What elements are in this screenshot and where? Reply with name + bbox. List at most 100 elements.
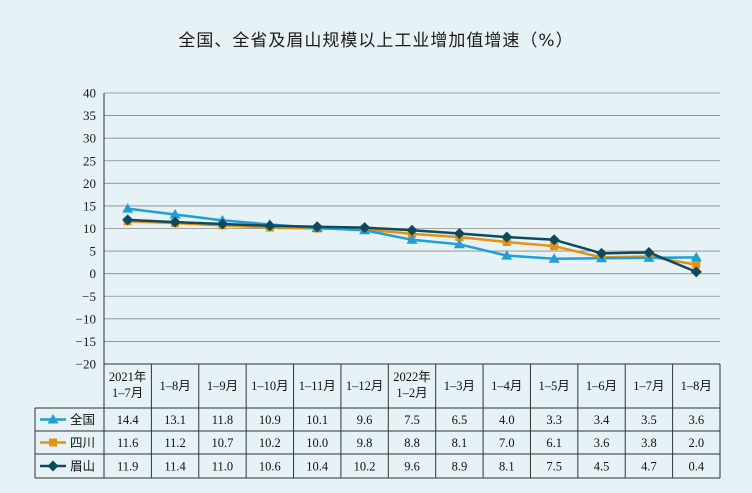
data-label: 4.7 [641, 460, 657, 474]
data-label: 10.2 [259, 436, 281, 450]
x-tick-label: 1–7月 [112, 386, 143, 400]
data-point [216, 218, 228, 230]
y-tick-label: 10 [83, 221, 96, 236]
data-point [311, 221, 323, 233]
data-point [550, 242, 559, 251]
data-label: 7.5 [546, 460, 562, 474]
data-label: 10.9 [259, 413, 281, 427]
data-label: 6.5 [452, 413, 468, 427]
data-label: 11.0 [212, 460, 233, 474]
data-label: 6.1 [546, 436, 562, 450]
data-label: 10.7 [212, 436, 234, 450]
data-table: 2021年 1–7月 1–8月 1–9月 1–10月 1–11月 1–12月 2022年 1–2… [34, 363, 721, 479]
gridlines [104, 92, 720, 365]
x-tick-label: 1–2月 [396, 386, 427, 400]
data-point [548, 234, 560, 246]
y-tick-label: −15 [76, 334, 96, 349]
x-tick-label: 1–8月 [681, 379, 712, 393]
y-tick-label: 30 [83, 131, 96, 146]
data-label: 14.4 [117, 413, 140, 427]
data-label: 11.9 [117, 460, 138, 474]
x-tick-label: 1–9月 [207, 379, 238, 393]
data-point [169, 216, 181, 228]
data-point [692, 260, 701, 269]
y-tick-label: 0 [90, 266, 97, 281]
data-label: 9.6 [357, 413, 373, 427]
data-label: 3.3 [546, 413, 562, 427]
data-label: 7.5 [404, 413, 420, 427]
legend-marker [47, 460, 59, 472]
data-label: 11.2 [164, 436, 185, 450]
y-tick-label: 35 [83, 108, 96, 123]
data-point [453, 227, 465, 239]
y-tick-label: 15 [83, 198, 96, 213]
data-label: 4.0 [499, 413, 515, 427]
x-tick-label: 1–3月 [444, 379, 475, 393]
y-axis: −20 −15 −10 −5 0 5 10 15 20 25 30 35 40 [76, 86, 105, 372]
data-label: 4.5 [594, 460, 610, 474]
data-label: 0.4 [688, 460, 704, 474]
data-point [406, 224, 418, 236]
legend-marker [47, 414, 59, 424]
x-tick-label: 1–8月 [159, 379, 190, 393]
x-tick-label: 2021年 [109, 370, 147, 384]
y-tick-label: 40 [83, 86, 96, 101]
legend-label: 眉山 [70, 459, 95, 474]
x-tick-label: 1–12月 [346, 379, 384, 393]
data-point [453, 238, 465, 249]
plot-area [122, 203, 702, 278]
data-point [359, 222, 371, 234]
data-label: 10.4 [306, 460, 329, 474]
legend-label: 四川 [70, 435, 95, 450]
data-label: 7.0 [499, 436, 515, 450]
x-tick-label: 1–4月 [491, 379, 522, 393]
y-tick-label: 25 [83, 153, 96, 168]
legend-marker [49, 438, 57, 447]
data-label: 9.6 [404, 460, 420, 474]
data-label: 10.1 [306, 413, 328, 427]
data-label: 13.1 [164, 413, 186, 427]
data-label: 8.8 [404, 436, 420, 450]
data-point [690, 251, 702, 262]
data-label: 9.8 [357, 436, 373, 450]
data-label: 3.4 [594, 413, 610, 427]
data-label: 8.1 [499, 460, 515, 474]
legend-label: 全国 [70, 412, 95, 427]
data-label: 10.2 [354, 460, 376, 474]
data-label: 3.8 [641, 436, 657, 450]
chart-title: 全国、全省及眉山规模以上工业增加值增速（%） [178, 31, 573, 51]
data-label: 11.6 [117, 436, 138, 450]
y-tick-label: −10 [76, 311, 96, 326]
data-point [169, 208, 181, 219]
data-label: 3.6 [594, 436, 610, 450]
y-tick-label: 20 [83, 176, 96, 191]
x-tick-label: 1–11月 [299, 379, 336, 393]
data-point [264, 220, 276, 232]
data-label: 8.1 [452, 436, 468, 450]
data-point [501, 250, 513, 260]
x-tick-label: 1–10月 [251, 379, 289, 393]
data-label: 11.8 [212, 413, 233, 427]
data-label: 8.9 [452, 460, 468, 474]
data-point [122, 214, 134, 226]
data-point [501, 231, 513, 243]
data-point [406, 234, 418, 244]
data-label: 3.5 [641, 413, 657, 427]
x-tick-label: 1–5月 [539, 379, 570, 393]
data-label: 10.6 [259, 460, 281, 474]
data-label: 10.0 [306, 436, 328, 450]
y-tick-label: 5 [90, 244, 97, 259]
y-tick-label: −5 [82, 289, 96, 304]
data-label: 11.4 [164, 460, 186, 474]
data-point [643, 246, 655, 258]
data-point [122, 203, 134, 213]
data-label: 2.0 [688, 436, 704, 450]
data-point [596, 247, 608, 259]
data-point [690, 266, 702, 278]
data-point [548, 253, 560, 263]
x-tick-label: 1–7月 [633, 379, 664, 393]
x-tick-label: 1–6月 [586, 379, 617, 393]
y-tick-label: −20 [76, 357, 96, 372]
data-label: 3.6 [688, 413, 704, 427]
